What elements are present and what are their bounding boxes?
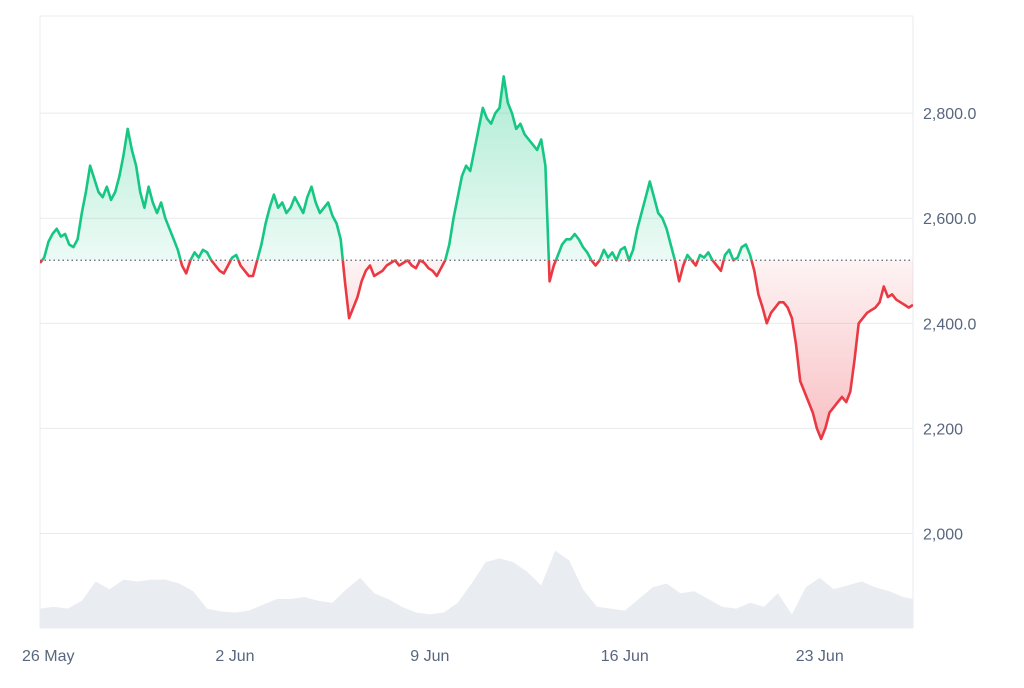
x-axis: 26 May 2 Jun 9 Jun 16 Jun 23 Jun <box>22 648 844 665</box>
y-axis: 2,800.0 2,600.0 2,400.0 2,200 2,000 <box>923 106 976 543</box>
volume-series <box>40 550 913 628</box>
y-tick-label: 2,200 <box>923 421 963 438</box>
x-tick-label: 2 Jun <box>215 648 254 665</box>
y-tick-label: 2,400.0 <box>923 316 976 333</box>
grid-lines <box>39 15 914 629</box>
x-tick-label: 16 Jun <box>601 648 649 665</box>
price-line-down <box>40 260 913 441</box>
price-fill-above <box>42 76 752 261</box>
x-tick-label: 23 Jun <box>796 648 844 665</box>
x-tick-label: 26 May <box>22 648 74 665</box>
y-tick-label: 2,000 <box>923 526 963 543</box>
price-fill <box>40 76 913 439</box>
y-tick-label: 2,800.0 <box>923 106 976 123</box>
price-line-up <box>40 75 753 261</box>
x-tick-label: 9 Jun <box>410 648 449 665</box>
y-tick-label: 2,600.0 <box>923 211 976 228</box>
price-line <box>40 75 913 441</box>
price-fill-below <box>40 260 913 439</box>
volume-area <box>40 550 913 628</box>
